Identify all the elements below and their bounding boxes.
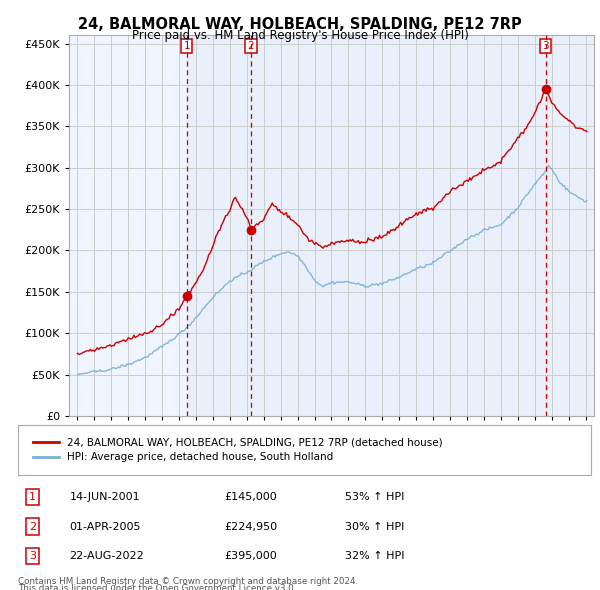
- Bar: [251, 35, 545, 416]
- Text: 1: 1: [29, 493, 36, 502]
- Text: 3: 3: [542, 41, 549, 51]
- Text: 22-AUG-2022: 22-AUG-2022: [70, 551, 145, 560]
- Text: 2: 2: [248, 41, 254, 51]
- Text: £145,000: £145,000: [224, 493, 277, 502]
- Text: Price paid vs. HM Land Registry's House Price Index (HPI): Price paid vs. HM Land Registry's House …: [131, 30, 469, 42]
- Text: £395,000: £395,000: [224, 551, 277, 560]
- Text: 14-JUN-2001: 14-JUN-2001: [70, 493, 140, 502]
- Text: 01-APR-2005: 01-APR-2005: [70, 522, 141, 532]
- Text: 3: 3: [29, 551, 36, 560]
- Bar: [545, 35, 594, 416]
- Text: 24, BALMORAL WAY, HOLBEACH, SPALDING, PE12 7RP: 24, BALMORAL WAY, HOLBEACH, SPALDING, PE…: [78, 17, 522, 31]
- Text: This data is licensed under the Open Government Licence v3.0.: This data is licensed under the Open Gov…: [18, 584, 296, 590]
- Legend: 24, BALMORAL WAY, HOLBEACH, SPALDING, PE12 7RP (detached house), HPI: Average pr: 24, BALMORAL WAY, HOLBEACH, SPALDING, PE…: [29, 433, 447, 467]
- Text: 1: 1: [184, 41, 190, 51]
- Text: 2: 2: [29, 522, 36, 532]
- Text: 32% ↑ HPI: 32% ↑ HPI: [344, 551, 404, 560]
- Text: 53% ↑ HPI: 53% ↑ HPI: [344, 493, 404, 502]
- Text: £224,950: £224,950: [224, 522, 277, 532]
- Bar: [187, 35, 251, 416]
- Text: 30% ↑ HPI: 30% ↑ HPI: [344, 522, 404, 532]
- Text: Contains HM Land Registry data © Crown copyright and database right 2024.: Contains HM Land Registry data © Crown c…: [18, 577, 358, 586]
